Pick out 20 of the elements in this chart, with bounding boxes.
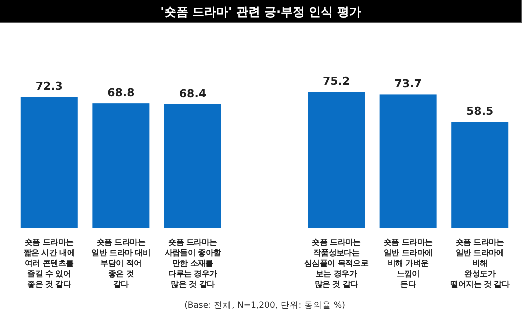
data-label: 73.7: [394, 78, 422, 91]
bar: [380, 94, 437, 228]
x-tick-label: 숏폼 드라마는 사람들이 좋아할 만한 소재를 다루는 경우가 많은 것 같다: [164, 238, 222, 289]
data-label: 58.5: [466, 105, 494, 118]
bar: [308, 92, 366, 228]
x-tick-label: 숏폼 드라마는 일반 드라마에 비해 가벼운 느낌이 든다: [384, 238, 433, 289]
chart-title: '숏폼 드라마' 관련 긍·부정 인식 평가: [160, 5, 362, 19]
x-tick-label: 숏폼 드라마는 작품성보다는 심심풀이 목적으로 보는 경우가 많은 것 같다: [304, 238, 369, 289]
text: (Base: 전체, N=1,200, 단위: 동의율 %): [184, 301, 346, 311]
x-tick-label: 숏폼 드라마는 짧은 시간 내에 여러 콘텐츠를 즐길 수 있어 좋은 것 같다: [24, 238, 76, 289]
data-label: 72.3: [36, 80, 63, 94]
data-label: 75.2: [322, 75, 350, 88]
data-label: 68.4: [179, 87, 207, 100]
data-label: 68.8: [108, 86, 135, 100]
x-tick-label: 숏폼 드라마는 일반 드라마에 비해 완성도가 떨어지는 것 같다: [450, 238, 510, 289]
bar: [164, 104, 222, 228]
bar: [92, 104, 150, 228]
bar: [452, 122, 509, 228]
bar: [20, 97, 78, 228]
x-tick-label: 숏폼 드라마는 일반 드라마 대비 부담이 적어 좋은 것 같다: [92, 238, 151, 289]
